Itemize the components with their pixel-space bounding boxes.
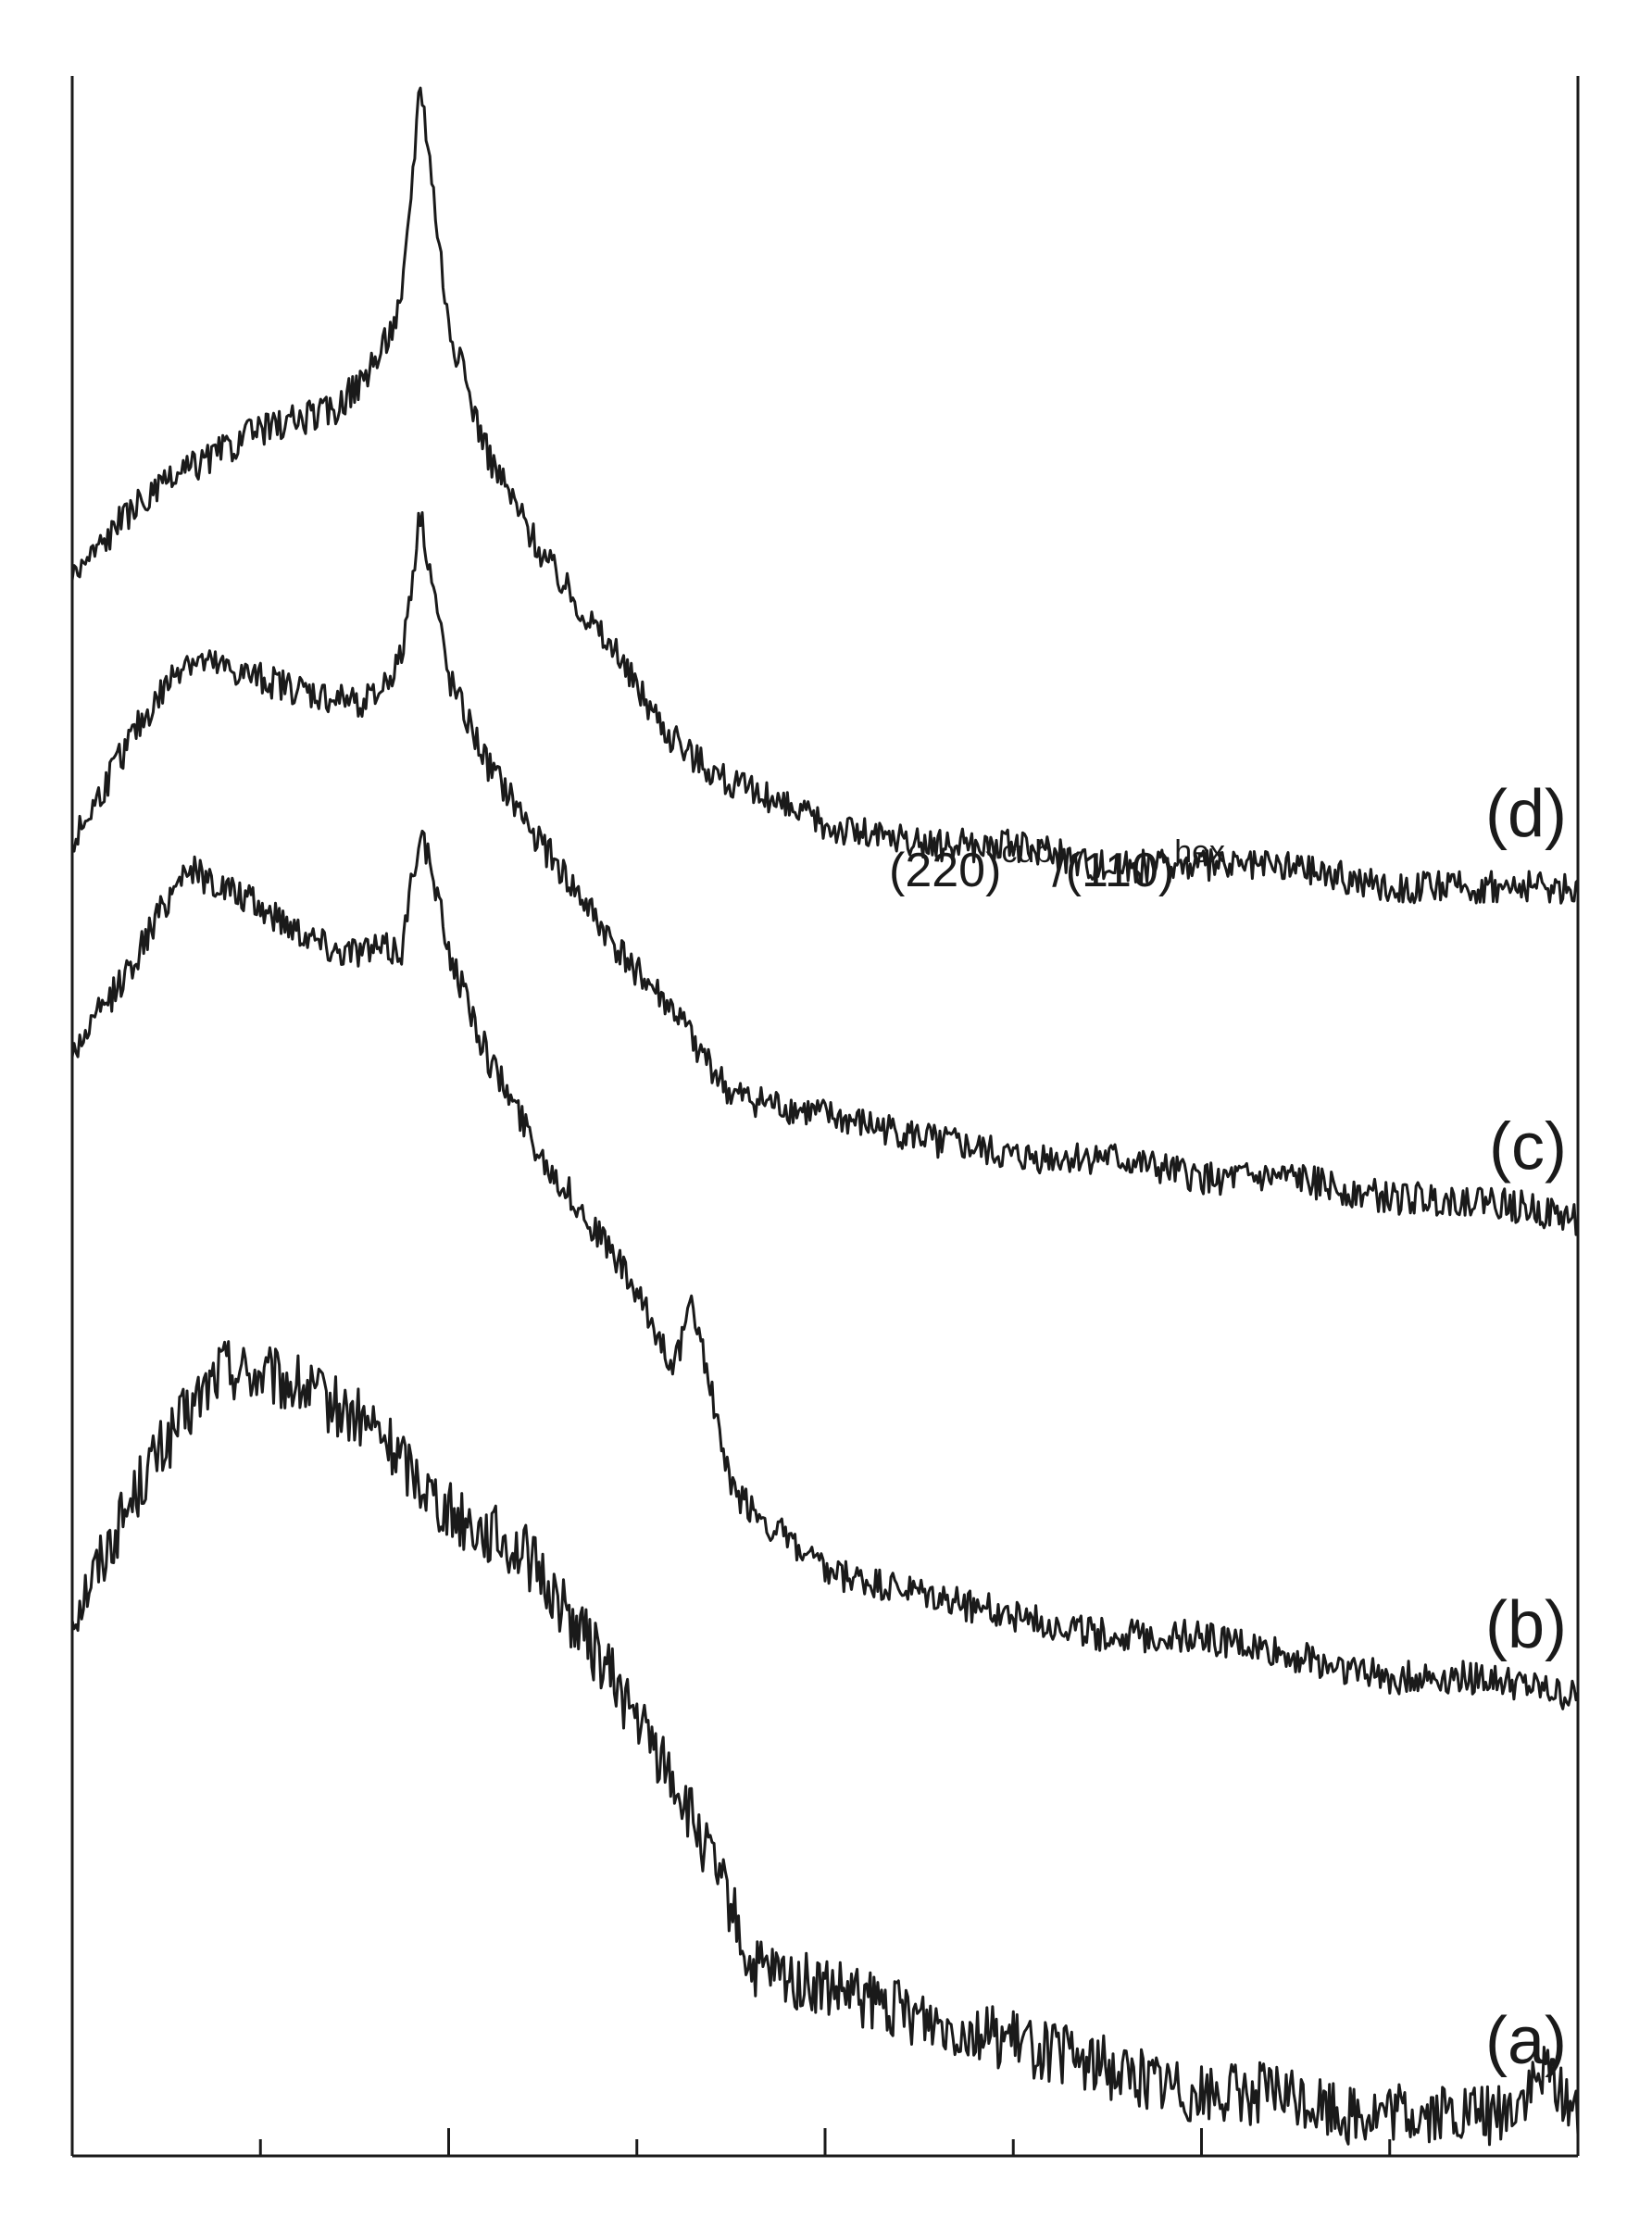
- series-line-d: [70, 86, 1580, 905]
- series-label-a: (a): [1485, 2004, 1567, 2078]
- chart-labels: (a) (b) (c) (d): [1485, 777, 1567, 2078]
- series-line-c: [71, 511, 1580, 1236]
- series-line-a: [70, 1340, 1580, 2147]
- series-label-b: (b): [1485, 1588, 1567, 1662]
- peak-annotation: (220)cub/(110)hex: [889, 834, 1225, 897]
- chart-traces: [70, 86, 1580, 2147]
- chart-axes: [70, 76, 1580, 2158]
- series-label-c: (c): [1489, 1109, 1567, 1184]
- series-label-d: (d): [1485, 777, 1567, 851]
- x-axis-ticks: [70, 2128, 1580, 2156]
- series-line-b: [70, 829, 1580, 1710]
